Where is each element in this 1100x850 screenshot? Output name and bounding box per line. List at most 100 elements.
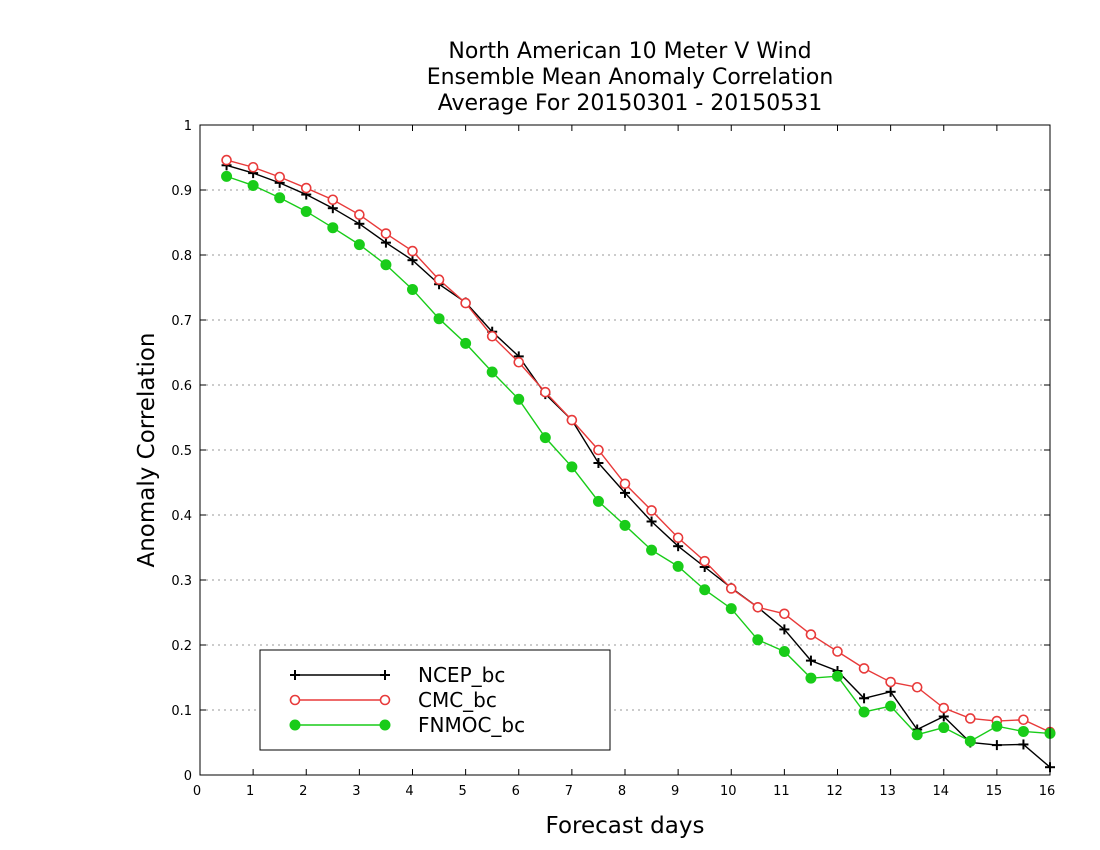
data-point (699, 555, 710, 567)
x-tick-label: 11 (773, 784, 790, 799)
y-tick-label: 0.2 (171, 639, 192, 654)
data-point (539, 432, 551, 444)
title-line: North American 10 Meter V Wind (448, 39, 811, 64)
legend-marker (289, 719, 301, 731)
data-point (991, 740, 1002, 751)
data-point (885, 686, 896, 697)
data-point (858, 706, 870, 718)
data-point (513, 393, 525, 405)
data-point (911, 729, 923, 741)
series-line (226, 175, 1051, 742)
data-point (672, 560, 684, 572)
data-point (752, 601, 764, 613)
data-point (540, 386, 551, 398)
data-point (407, 255, 418, 266)
data-point (433, 313, 445, 325)
y-axis-ticks: 0 0.1 0.2 0.3 0.4 0.5 0.6 0.7 0.8 0.9 1 (171, 119, 1050, 784)
y-tick-label: 0.9 (171, 184, 192, 199)
legend-label: FNMOC_bc (418, 713, 525, 737)
x-tick-label: 10 (720, 784, 737, 799)
legend-label: CMC_bc (418, 688, 497, 712)
legend-marker (379, 719, 391, 731)
data-point (991, 720, 1003, 732)
x-tick-label: 16 (1039, 784, 1056, 799)
x-tick-label: 9 (671, 784, 679, 799)
data-point (752, 634, 764, 646)
title-line: Average For 20150301 - 20150531 (438, 91, 823, 116)
x-tick-label: 3 (352, 784, 360, 799)
data-point (646, 505, 657, 516)
data-point (300, 182, 312, 194)
data-point (593, 458, 604, 468)
data-point (805, 629, 817, 640)
data-point (832, 646, 843, 657)
x-tick-label: 7 (565, 784, 573, 799)
data-point (832, 670, 843, 682)
data-point (274, 171, 285, 183)
y-tick-label: 0 (184, 769, 192, 784)
data-point (885, 676, 896, 688)
x-tick-label: 2 (299, 784, 307, 799)
data-point (965, 713, 976, 724)
data-point (566, 461, 578, 473)
title-line: Ensemble Mean Anomaly Correlation (427, 65, 834, 90)
x-axis-ticks: 0 1 2 3 4 5 6 7 8 9 10 11 12 13 14 15 16 (193, 125, 1055, 799)
data-point (274, 192, 286, 204)
legend-marker (290, 670, 300, 680)
data-point (486, 366, 498, 378)
x-tick-label: 13 (879, 784, 896, 799)
x-tick-label: 8 (618, 784, 626, 799)
data-point (805, 672, 817, 684)
data-point (725, 583, 737, 594)
data-point (646, 544, 658, 556)
legend-marker (379, 694, 391, 706)
legend-entry: FNMOC_bc (289, 713, 525, 737)
data-point (1018, 739, 1029, 750)
data-point (566, 414, 578, 426)
data-point (778, 646, 790, 657)
data-point (513, 356, 525, 368)
legend-marker (380, 670, 390, 680)
x-tick-label: 15 (986, 784, 1003, 799)
data-point (460, 297, 471, 309)
data-point (938, 722, 950, 734)
x-tick-label: 0 (193, 784, 201, 799)
data-point (247, 161, 259, 173)
legend-label: NCEP_bc (418, 663, 505, 687)
data-point (911, 681, 923, 693)
data-point (380, 259, 392, 271)
data-point (858, 663, 870, 674)
legend-marker (289, 694, 301, 706)
data-point (859, 693, 870, 704)
x-tick-label: 5 (458, 784, 466, 799)
data-point (221, 154, 232, 166)
series-lines (221, 154, 1056, 773)
y-tick-label: 0.3 (171, 574, 192, 589)
data-point (938, 702, 950, 714)
grid-lines (200, 189, 1050, 711)
data-point (592, 495, 604, 507)
data-point (646, 516, 657, 527)
data-point (779, 608, 790, 620)
x-tick-label: 1 (246, 784, 254, 799)
data-point (619, 478, 631, 490)
legend-entry: CMC_bc (289, 688, 497, 712)
data-point (407, 245, 418, 257)
data-point (619, 519, 631, 531)
y-tick-label: 0.4 (171, 509, 192, 524)
data-point (221, 170, 233, 182)
x-axis-label: Forecast days (546, 813, 705, 839)
data-point (380, 237, 391, 248)
y-tick-label: 0.1 (171, 704, 192, 719)
series-cmc-bc (221, 154, 1056, 738)
data-point (699, 584, 711, 596)
data-point (300, 205, 312, 217)
x-tick-label: 6 (512, 784, 520, 799)
data-point (380, 228, 392, 239)
legend-entry: NCEP_bc (290, 663, 505, 687)
y-tick-label: 0.8 (171, 249, 192, 264)
data-point (1017, 725, 1029, 737)
